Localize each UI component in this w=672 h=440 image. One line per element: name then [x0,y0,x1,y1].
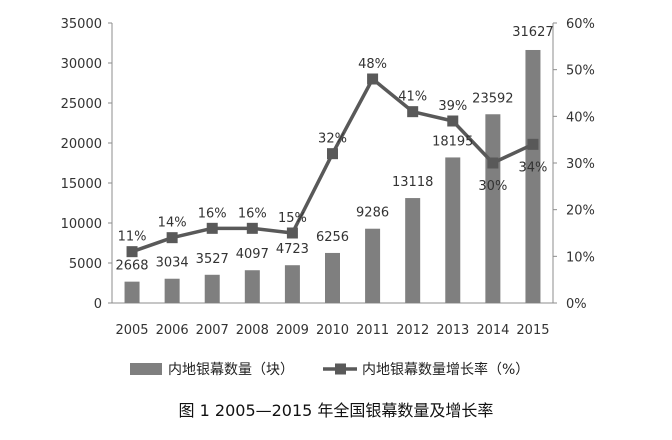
bar-value-label: 13118 [392,175,433,190]
x-tick-label: 2014 [476,323,509,338]
bar-value-label: 9286 [356,206,389,221]
bar [445,157,461,303]
bar-value-label: 2668 [115,259,148,274]
bar [284,265,300,303]
x-tick-label: 2012 [396,323,429,338]
x-tick-label: 2007 [196,323,229,338]
y-right-tick-label: 60% [566,17,595,32]
line-value-label: 11% [118,230,147,245]
bar-value-label: 4097 [236,247,269,262]
line-value-label: 15% [278,211,307,226]
y-right-tick-label: 0% [566,297,587,312]
x-tick-label: 2013 [436,323,469,338]
bar-value-label: 23592 [472,91,513,106]
line-value-label: 32% [318,132,347,147]
y-left-tick-label: 0 [94,297,102,312]
legend-bar-label: 内地银幕数量（块） [168,362,294,378]
line-marker [447,115,459,127]
bar [124,281,140,303]
legend-bar-swatch [130,363,162,375]
y-right-tick-label: 40% [566,110,595,125]
bar [365,228,381,303]
data-labels: 2668 3034 3527 4097 4723 6256 9286 13118 18195 23… [115,25,553,274]
y-left-tick-label: 30000 [61,57,102,72]
bar-value-label: 3527 [196,252,229,267]
bar-value-label: 3034 [156,256,189,271]
line-marker [206,222,218,234]
line-series [126,73,539,258]
y-left-tick-label: 20000 [61,137,102,152]
x-tick-label: 2005 [115,323,148,338]
axes: 0 5000 10000 15000 20000 25000 30000 35000 0% 10%… [61,17,595,338]
x-tick-label: 2006 [156,323,189,338]
line-value-label: 41% [398,90,427,105]
line-marker [246,222,258,234]
legend: 内地银幕数量（块） 内地银幕数量增长率（%） [130,361,529,378]
bar [405,198,421,303]
legend-line-label: 内地银幕数量增长率（%） [362,361,529,378]
y-left-tick-label: 15000 [61,177,102,192]
bar-series [124,49,541,303]
y-left-tick-label: 5000 [69,257,102,272]
line-marker [527,138,539,150]
bar [525,49,541,303]
line-value-label: 48% [358,57,387,72]
line-marker [286,227,298,239]
y-left-tick-label: 35000 [61,17,102,32]
y-left-tick-label: 25000 [61,97,102,112]
line-marker [367,73,379,85]
line-value-label: 16% [238,206,267,221]
line-value-label: 14% [158,216,187,231]
bar-value-label: 18195 [432,134,473,149]
line-marker [166,232,178,244]
chart-caption: 图 1 2005—2015 年全国银幕数量及增长率 [179,401,494,420]
line-marker [407,106,419,118]
bar [204,274,220,303]
y-right-tick-label: 20% [566,204,595,219]
x-tick-label: 2009 [276,323,309,338]
legend-line-marker [335,363,346,375]
line-value-label: 39% [438,99,467,114]
line-marker [126,246,138,258]
line-value-label: 34% [519,160,548,175]
bar [485,114,501,303]
x-tick-label: 2010 [316,323,349,338]
x-tick-label: 2008 [236,323,269,338]
line-value-label: 16% [198,206,227,221]
line-marker [327,148,338,160]
bar-value-label: 31627 [512,25,553,40]
line-marker [487,157,499,169]
y-right-tick-label: 50% [566,64,595,79]
bar [164,278,180,303]
y-left-tick-label: 10000 [61,217,102,232]
bar [244,270,260,303]
y-right-tick-label: 30% [566,157,595,172]
bar-value-label: 4723 [276,242,309,257]
y-right-tick-label: 10% [566,250,595,265]
x-tick-label: 2015 [516,323,549,338]
x-tick-label: 2011 [356,323,389,338]
bar [325,252,340,303]
line-value-label: 30% [478,179,507,194]
bar-value-label: 6256 [316,230,349,245]
